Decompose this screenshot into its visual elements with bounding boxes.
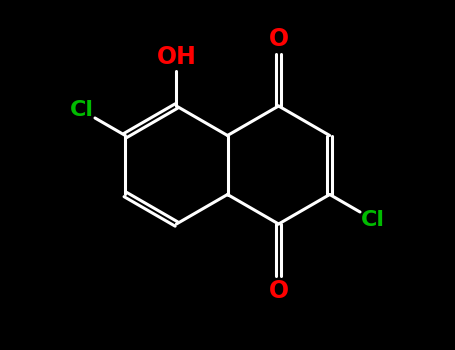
Text: Cl: Cl xyxy=(361,210,385,230)
Text: O: O xyxy=(268,279,288,303)
Text: OH: OH xyxy=(157,45,197,69)
Text: Cl: Cl xyxy=(70,100,94,120)
Text: O: O xyxy=(268,27,288,51)
